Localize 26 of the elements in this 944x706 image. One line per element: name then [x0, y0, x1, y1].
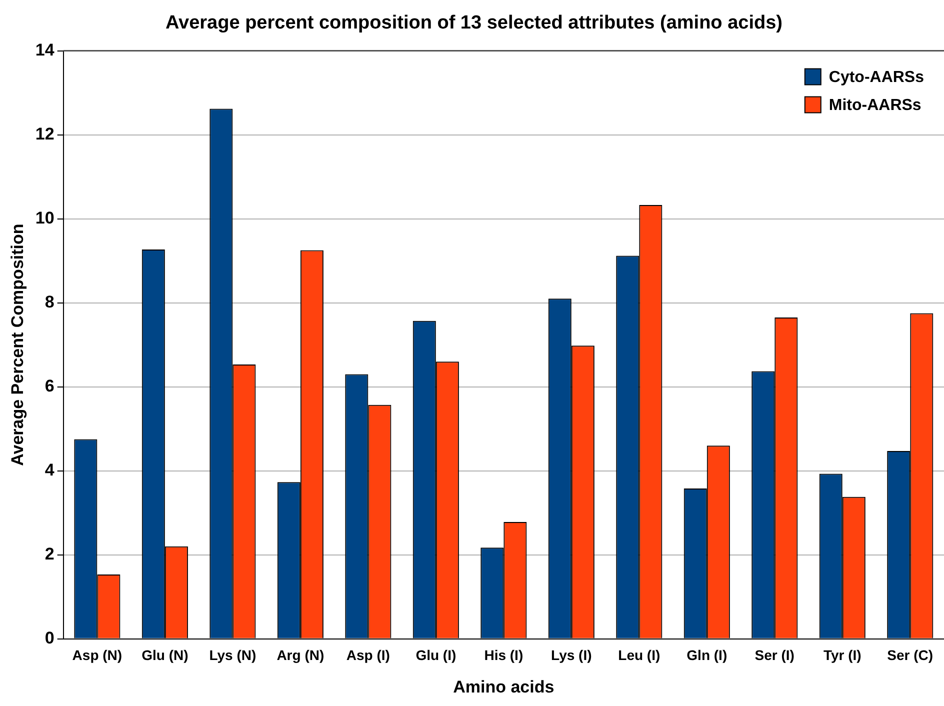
x-tick-label: Gln (I) [686, 647, 728, 664]
x-tick-label: Asp (I) [346, 647, 390, 664]
x-tick-label: Lys (N) [209, 647, 256, 664]
y-tick-label: 0 [44, 628, 54, 648]
x-tick-label: Asp (N) [72, 647, 122, 664]
x-tick-label: Ser (C) [887, 647, 934, 664]
y-tick-label: 14 [35, 40, 55, 60]
y-tick-label: 6 [44, 376, 54, 396]
x-tick-label: Glu (N) [142, 647, 188, 664]
chart-title: Average percent composition of 13 selected attributes (amino acids) [166, 12, 782, 34]
x-tick-label: Tyr (I) [823, 647, 862, 664]
x-tick-label: Ser (I) [754, 647, 794, 664]
y-tick-label: 12 [35, 124, 54, 144]
x-axis-title: Amino acids [453, 677, 554, 696]
y-axis-title: Average Percent Composition [8, 224, 27, 466]
y-tick-label: 10 [35, 208, 54, 228]
legend-label: Mito-AARSs [828, 97, 922, 114]
y-tick-label: 8 [44, 292, 54, 312]
x-tick-label: Glu (I) [416, 647, 456, 664]
y-tick-label: 4 [44, 460, 55, 480]
y-tick-label: 2 [44, 544, 54, 564]
x-tick-label: His (I) [484, 647, 524, 664]
x-tick-label: Leu (I) [618, 647, 660, 664]
x-tick-label: Lys (I) [551, 647, 592, 664]
legend-label: Cyto-AARSs [828, 69, 924, 86]
x-tick-label: Arg (N) [276, 647, 324, 664]
